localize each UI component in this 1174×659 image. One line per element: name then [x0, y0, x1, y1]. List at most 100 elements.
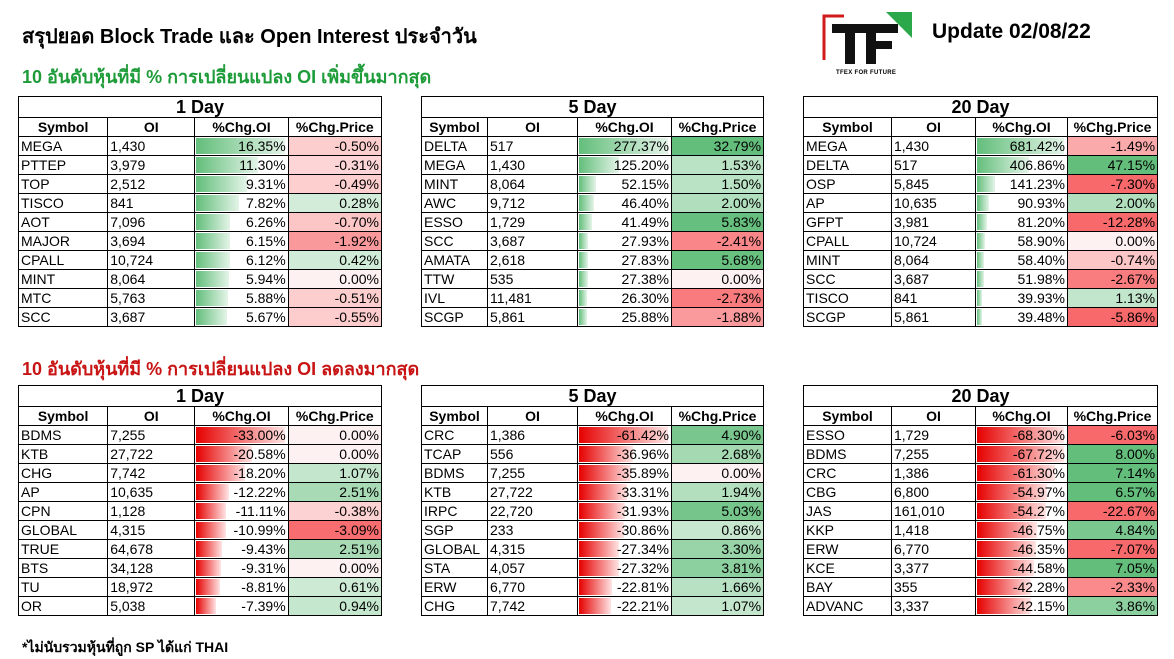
chg-oi-bar	[977, 233, 985, 249]
table-row: TISCO 841 7.82% 0.28%	[17, 193, 383, 213]
chg-oi-bar	[977, 598, 1031, 614]
page-title: สรุปยอด Block Trade และ Open Interest ปร…	[22, 26, 477, 48]
table-row: MINT 8,064 5.94% 0.00%	[17, 269, 383, 289]
table-row: CBG 6,800 -54.97% 6.57%	[803, 482, 1159, 502]
table-row: SCGP 5,861 25.88% -1.88%	[421, 307, 765, 327]
chg-oi-bar	[579, 290, 588, 306]
chg-oi-cell: -42.15%	[975, 596, 1068, 616]
table-row: AP 10,635 90.93% 2.00%	[803, 193, 1159, 213]
oi-cell: 355	[891, 577, 976, 597]
symbol-cell: CPN	[17, 501, 109, 521]
oi-cell: 2,512	[107, 174, 196, 194]
table-row: TRUE 64,678 -9.43% 2.51%	[17, 539, 383, 559]
chg-oi-cell: -8.81%	[194, 577, 289, 597]
chg-oi-value: -22.81%	[616, 578, 669, 595]
chg-oi-bar	[196, 271, 229, 287]
chg-price-cell: -7.07%	[1066, 539, 1159, 559]
chg-oi-cell: 39.48%	[975, 307, 1068, 327]
chg-oi-bar	[579, 484, 628, 500]
table-row: BDMS 7,255 -35.89% 0.00%	[421, 463, 765, 483]
table-row: AOT 7,096 6.26% -0.70%	[17, 212, 383, 232]
symbol-cell: KTB	[421, 482, 488, 502]
oi-cell: 4,315	[107, 520, 196, 540]
column-header: OI	[891, 117, 976, 137]
symbol-cell: OSP	[803, 174, 892, 194]
chg-oi-cell: 6.26%	[194, 212, 289, 232]
oi-cell: 6,770	[891, 539, 976, 559]
chg-price-cell: 0.00%	[670, 269, 765, 289]
chg-oi-value: 9.31%	[245, 175, 286, 192]
footnote: *ไม่นับรวมหุ้นที่ถูก SP ได้แก่ THAI	[22, 639, 229, 655]
oi-cell: 3,377	[891, 558, 976, 578]
symbol-cell: CRC	[421, 425, 488, 445]
chg-oi-value: 277.37%	[613, 137, 669, 154]
table-row: ERW 6,770 -22.81% 1.66%	[421, 577, 765, 597]
column-header: %Chg.OI	[577, 117, 672, 137]
chg-oi-bar	[196, 484, 230, 500]
oi-cell: 34,128	[107, 558, 196, 578]
chg-oi-cell: -36.96%	[577, 444, 672, 464]
symbol-cell: MEGA	[17, 136, 109, 156]
column-header: %Chg.OI	[975, 117, 1068, 137]
chg-oi-cell: -9.43%	[194, 539, 289, 559]
chg-price-cell: 7.14%	[1066, 463, 1159, 483]
oi-cell: 3,687	[107, 307, 196, 327]
table-row: GLOBAL 4,315 -27.34% 3.30%	[421, 539, 765, 559]
chg-oi-cell: 11.30%	[194, 155, 289, 175]
symbol-cell: ERW	[421, 577, 488, 597]
logo-tagline: TFEX FOR FUTURE	[836, 70, 897, 76]
symbol-cell: CHG	[17, 463, 109, 483]
chg-oi-cell: -44.58%	[975, 558, 1068, 578]
oi-cell: 841	[107, 193, 196, 213]
chg-oi-value: 6.26%	[245, 213, 286, 230]
oi-cell: 3,687	[487, 231, 578, 251]
chg-price-cell: 2.51%	[287, 539, 383, 559]
chg-oi-cell: 16.35%	[194, 136, 289, 156]
chg-oi-bar	[977, 522, 1037, 538]
chg-oi-value: -46.35%	[1012, 540, 1065, 557]
table-period-header: 1 Day	[18, 385, 382, 407]
oi-cell: 8,064	[487, 174, 578, 194]
table-row: CPN 1,128 -11.11% -0.38%	[17, 501, 383, 521]
symbol-cell: OR	[17, 596, 109, 616]
chg-oi-cell: 5.88%	[194, 288, 289, 308]
symbol-cell: AWC	[421, 193, 488, 213]
symbol-cell: CHG	[421, 596, 488, 616]
symbol-cell: TOP	[17, 174, 109, 194]
symbol-cell: AOT	[17, 212, 109, 232]
chg-oi-cell: -54.27%	[975, 501, 1068, 521]
symbol-cell: SCC	[421, 231, 488, 251]
table-row: KTB 27,722 -20.58% 0.00%	[17, 444, 383, 464]
chg-price-cell: 4.90%	[670, 425, 765, 445]
chg-oi-value: -27.32%	[616, 559, 669, 576]
chg-oi-cell: 141.23%	[975, 174, 1068, 194]
oi-cell: 18,972	[107, 577, 196, 597]
chg-oi-cell: 406.86%	[975, 155, 1068, 175]
chg-oi-value: -30.86%	[616, 521, 669, 538]
chg-oi-cell: 5.67%	[194, 307, 289, 327]
chg-price-cell: -2.33%	[1066, 577, 1159, 597]
symbol-cell: KCE	[803, 558, 892, 578]
oi-cell: 1,729	[891, 425, 976, 445]
table-row: MINT 8,064 52.15% 1.50%	[421, 174, 765, 194]
symbol-cell: ADVANC	[803, 596, 892, 616]
chg-price-cell: 0.00%	[287, 444, 383, 464]
table-row: SCGP 5,861 39.48% -5.86%	[803, 307, 1159, 327]
chg-oi-bar	[579, 579, 613, 595]
column-header: OI	[487, 117, 578, 137]
oi-cell: 1,418	[891, 520, 976, 540]
symbol-cell: BDMS	[803, 444, 892, 464]
chg-oi-bar	[977, 446, 1064, 462]
chg-oi-bar	[196, 427, 285, 443]
chg-oi-value: -61.30%	[1012, 464, 1065, 481]
chg-oi-bar	[579, 560, 619, 576]
chg-oi-value: -10.99%	[233, 521, 286, 538]
chg-oi-bar	[977, 503, 1047, 519]
section-oi-decrease-title: 10 อันดับหุ้นที่มี % การเปลี่ยนแปลง OI ล…	[22, 359, 420, 379]
oi-cell: 6,800	[891, 482, 976, 502]
chg-oi-cell: 26.30%	[577, 288, 672, 308]
chg-oi-value: -67.72%	[1012, 445, 1065, 462]
chg-oi-value: 11.30%	[239, 156, 286, 173]
oi-cell: 841	[891, 288, 976, 308]
chg-oi-value: 5.94%	[245, 270, 286, 287]
